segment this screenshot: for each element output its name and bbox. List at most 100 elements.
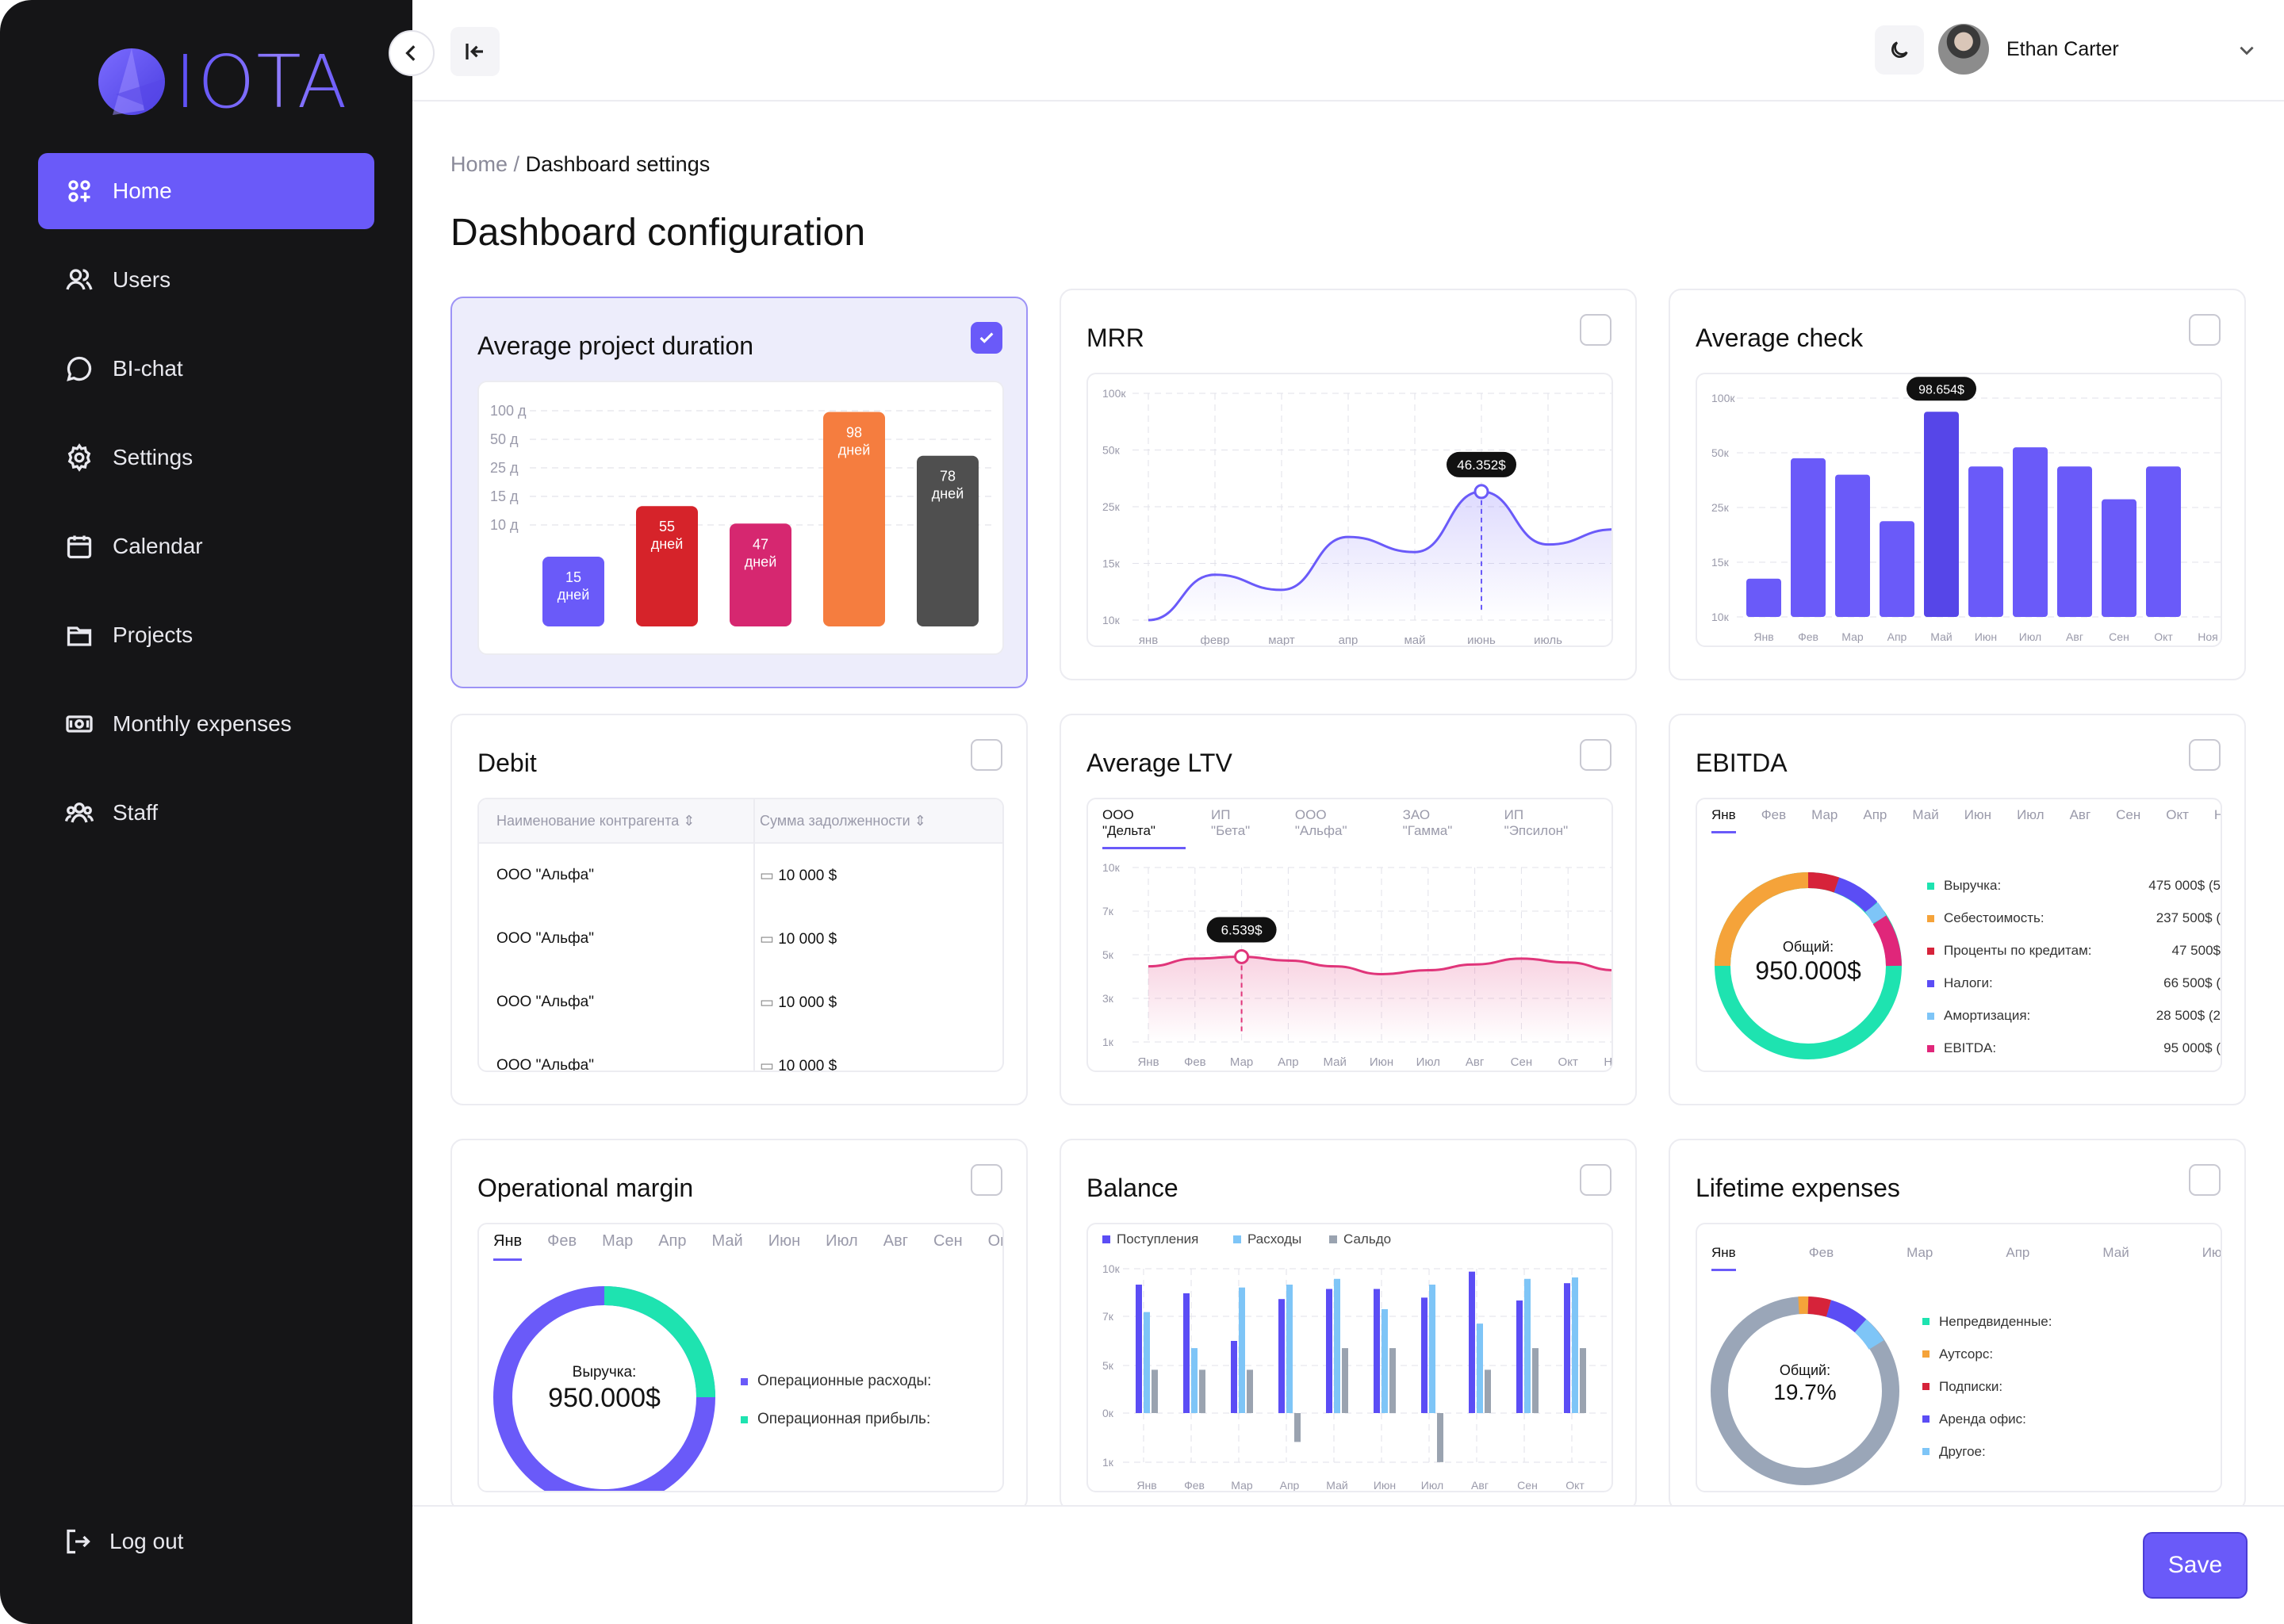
bar [2146,466,2181,617]
sidebar-item-bi-chat[interactable]: BI-chat [38,331,374,407]
tab-beta[interactable]: ИП "Бета" [1211,807,1251,838]
y-tick-label: 3к [1102,992,1114,1005]
bar [542,557,604,626]
tab-month[interactable]: Ию [2202,1245,2222,1260]
logo[interactable]: IOTA [97,40,349,124]
card-checkbox[interactable] [971,322,1002,354]
sidebar-item-home[interactable]: Home [38,153,374,229]
chevron-down-icon[interactable] [2236,40,2257,60]
card-average-project-duration[interactable]: Average project duration 100 д 50 д 25 д 15… [450,297,1028,688]
tab-month[interactable]: Апр [2006,1245,2030,1260]
bar [730,523,791,626]
legend-label: Себестоимость: [1944,910,2044,925]
sidebar-collapse-button[interactable] [389,30,435,76]
legend-swatch [1922,1383,1930,1390]
tab-month[interactable]: Июн [1964,807,1992,822]
tab-month[interactable]: Май [1912,807,1939,822]
tab-month[interactable]: Ноя [2214,807,2221,833]
tab-month[interactable]: Мар [1907,1245,1933,1260]
sidebar-item-label: Users [113,267,171,292]
tab-delta[interactable]: ООО "Дельта" [1102,807,1186,849]
legend-swatch [1922,1350,1930,1358]
card-checkbox[interactable] [2189,1164,2221,1196]
op-margin-legend: Операционные расходы: Операционная прибы… [741,1362,994,1438]
bar [1286,1285,1293,1413]
card-lifetime-expenses[interactable]: Lifetime expenses Янв Фев Мар Апр Май Ию… [1669,1139,2246,1511]
tab-month[interactable]: Май [711,1232,743,1250]
tab-month[interactable]: Авг [883,1232,908,1250]
sidebar-item-calendar[interactable]: Calendar [38,508,374,584]
legend-label: Выручка: [1944,877,2002,893]
card-checkbox[interactable] [971,1164,1002,1196]
sidebar-item-projects[interactable]: Projects [38,597,374,673]
card-checkbox[interactable] [1580,314,1611,346]
tab-month[interactable]: Янв [1711,807,1736,833]
card-checkbox[interactable] [1580,1164,1611,1196]
legend-swatch [1927,1012,1934,1020]
tab-month[interactable]: Фев [1808,1245,1834,1260]
sort-icon[interactable]: ⇕ [683,812,696,829]
bar [917,455,979,626]
tab-month[interactable]: Июл [826,1232,858,1250]
card-average-check[interactable]: Average check 100к 50к 25к 15к 10к Янв Фев Мар А… [1669,289,2246,680]
bar [1326,1289,1332,1413]
menu-toggle-button[interactable] [450,27,500,76]
highlight-point [1473,484,1489,500]
sidebar-item-monthly-expenses[interactable]: Monthly expenses [38,686,374,762]
x-tick-label: а [1611,634,1613,647]
sort-icon[interactable]: ⇕ [914,812,926,829]
tab-month[interactable]: Мар [1811,807,1838,822]
tab-month[interactable]: Окт [2166,807,2189,822]
tab-month[interactable]: Мар [602,1232,634,1250]
column-header-debt[interactable]: Сумма задолженности ⇕ [742,812,1002,829]
tab-month[interactable]: Янв [1711,1245,1736,1271]
card-operational-margin[interactable]: Operational margin Янв Фев Мар Апр Май И… [450,1139,1028,1511]
tab-month[interactable]: Фев [547,1232,577,1250]
card-average-ltv[interactable]: Average LTV ООО "Дельта" ИП "Бета" ООО "… [1060,714,1637,1105]
card-balance[interactable]: Balance Поступления Расходы Сальдо 10к 7к 5к 0… [1060,1139,1637,1511]
tab-month[interactable]: Апр [658,1232,687,1250]
theme-toggle-button[interactable] [1875,25,1924,75]
column-header-counterparty[interactable]: Наименование контрагента ⇕ [479,813,742,829]
card-checkbox[interactable] [2189,739,2221,771]
save-button[interactable]: Save [2143,1532,2248,1599]
tab-month[interactable]: Янв [493,1232,523,1261]
card-ebitda[interactable]: EBITDA Янв Фев Мар Апр Май Июн Июл Авг С… [1669,714,2246,1105]
tab-month[interactable]: Май [2102,1245,2129,1260]
tab-month[interactable]: Июл [2017,807,2044,822]
breadcrumb-home-link[interactable]: Home [450,152,508,176]
legend-item: EBITDA: 95 000$ ( [1927,1032,2221,1064]
tab-gamma[interactable]: ЗАО "Гамма" [1402,807,1453,838]
tab-month[interactable]: Фев [1761,807,1787,822]
lifetime-legend: Непредвиденные: Аутсорс: Подписки: Аренд… [1922,1305,2192,1468]
chevron-left-icon [405,45,416,61]
card-checkbox[interactable] [2189,314,2221,346]
legend-label: Расходы [1247,1231,1301,1247]
card-checkbox[interactable] [971,739,1002,771]
sidebar-item-staff[interactable]: Staff [38,775,374,851]
card-mrr[interactable]: MRR 100к 50к 25к 15к 10к янв февр март апр май июн… [1060,289,1637,680]
x-tick-label: Авг [1471,1479,1489,1492]
tab-month[interactable]: Июн [768,1232,801,1250]
balance-chart: Поступления Расходы Сальдо 10к 7к 5к 0к 1к Янв Фе… [1086,1223,1613,1492]
y-tick-label: 50к [1711,446,1730,459]
card-checkbox[interactable] [1580,739,1611,771]
sidebar-item-settings[interactable]: Settings [38,419,374,496]
tooltip-value: 6.539$ [1221,922,1263,937]
tab-month[interactable]: Сен [933,1232,963,1250]
tab-epsilon[interactable]: ИП "Эпсилон" [1504,807,1569,838]
x-tick-label: май [1404,634,1425,647]
folder-icon [63,619,95,651]
user-menu[interactable]: Ethan Carter [1938,24,2255,75]
logout-button[interactable]: Log out [63,1527,183,1556]
tab-alfa[interactable]: ООО "Альфа" [1294,807,1347,838]
tab-month[interactable]: Сен [2116,807,2141,822]
money-icon [63,708,95,740]
tab-month[interactable]: Авг [2069,807,2091,822]
legend-label: Аренда офис: [1939,1411,2026,1427]
tab-month[interactable]: Апр [1863,807,1887,822]
donut-center-label: Общий: [1779,1362,1831,1378]
card-debit[interactable]: Debit Наименование контрагента ⇕ Сумма з… [450,714,1028,1105]
sidebar-item-users[interactable]: Users [38,242,374,318]
tab-month[interactable]: Ок [987,1232,1002,1250]
